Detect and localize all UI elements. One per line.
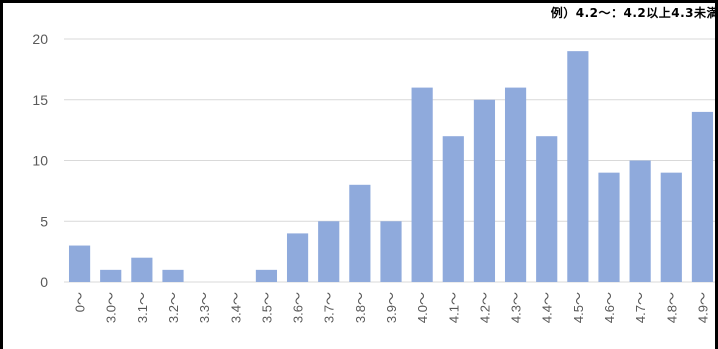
x-tick-label: 4.9～ (695, 292, 710, 323)
y-tick-label: 15 (32, 92, 48, 108)
x-tick-label: 0～ (73, 292, 88, 312)
bars (68, 51, 714, 283)
bar-2 (131, 257, 153, 282)
bar-1 (100, 269, 122, 282)
bar-chart: 0 5 10 15 20 0～ 3.0～ 3.1～ 3.2～ 3.3～ 3.4～ 3.5～ 3.6～ 3… (32, 31, 715, 323)
y-axis-ticks: 0 5 10 15 20 (32, 31, 48, 290)
x-tick-label: 3.9～ (384, 292, 399, 323)
bar-3 (162, 269, 184, 282)
x-tick-label: 4.6～ (602, 292, 617, 323)
x-tick-label: 4.1～ (446, 292, 461, 323)
bar-10 (380, 221, 402, 282)
bar-6 (255, 269, 278, 282)
x-tick-label: 4.4～ (540, 292, 555, 323)
bar-14 (504, 87, 527, 282)
x-tick-label: 4.5～ (571, 292, 586, 323)
bar-12 (442, 136, 464, 282)
bar-13 (473, 99, 496, 282)
x-tick-label: 4.2～ (477, 292, 492, 323)
x-tick-label: 3.4～ (228, 292, 243, 323)
bar-20 (691, 111, 714, 283)
bar-7 (286, 233, 309, 282)
x-tick-label: 3.7～ (322, 292, 337, 323)
bar-9 (349, 184, 371, 282)
bar-18 (629, 160, 651, 282)
bar-11 (411, 87, 433, 282)
x-tick-label: 4.8～ (664, 292, 679, 323)
x-tick-label: 3.2～ (166, 292, 181, 323)
bar-17 (598, 172, 620, 282)
x-tick-label: 3.6～ (291, 292, 306, 323)
bar-0 (68, 245, 91, 282)
y-tick-label: 5 (40, 213, 48, 229)
x-tick-label: 4.0～ (415, 292, 430, 323)
x-tick-label: 4.7～ (633, 292, 648, 323)
x-tick-label: 4.3～ (509, 292, 524, 323)
x-tick-label: 3.3～ (197, 292, 212, 323)
y-tick-label: 0 (40, 274, 48, 290)
bar-15 (536, 136, 558, 282)
x-tick-label: 3.0～ (104, 292, 119, 323)
x-axis-ticks: 0～ 3.0～ 3.1～ 3.2～ 3.3～ 3.4～ 3.5～ 3.6～ 3.7～ 3.8～ 3.… (73, 292, 711, 323)
x-tick-label: 3.5～ (259, 292, 274, 323)
y-tick-label: 20 (32, 31, 48, 47)
bar-19 (660, 172, 682, 282)
bar-16 (567, 51, 589, 283)
note-text: 例）4.2～：4.2以上4.3未満 (550, 6, 718, 20)
y-tick-label: 10 (32, 153, 48, 169)
x-tick-label: 3.1～ (135, 292, 150, 323)
x-tick-label: 3.8～ (353, 292, 368, 323)
bar-8 (318, 221, 340, 282)
